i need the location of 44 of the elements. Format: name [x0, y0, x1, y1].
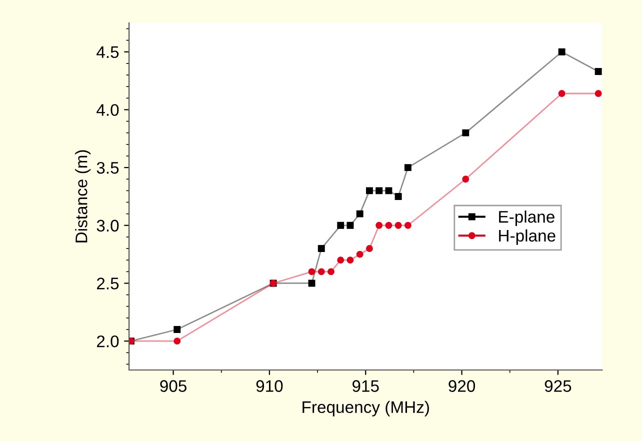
point	[558, 48, 566, 56]
point	[385, 222, 392, 229]
point	[318, 268, 325, 276]
point	[366, 187, 373, 194]
point	[385, 187, 392, 194]
x-axis-title: Frequency (MHz)	[302, 400, 429, 416]
point	[337, 222, 344, 229]
point	[404, 222, 412, 229]
point	[366, 245, 373, 252]
point	[394, 192, 402, 200]
y-tick-label: 2.0	[96, 335, 119, 348]
y-tick-label: 2.5	[96, 278, 119, 290]
point	[376, 222, 383, 229]
point	[376, 187, 383, 194]
point	[462, 129, 470, 136]
point	[174, 338, 181, 345]
x-tick-label: 905	[160, 380, 186, 392]
point	[356, 210, 364, 218]
point	[174, 326, 181, 333]
y-tick-label: 4.0	[96, 104, 119, 116]
point	[328, 268, 334, 276]
point	[394, 222, 402, 229]
y-tick-label: 3.0	[96, 220, 119, 232]
x-tick-label: 925	[544, 380, 572, 392]
legend-label: E-plane	[499, 210, 554, 226]
y-tick-label: 3.5	[96, 162, 119, 174]
point	[462, 176, 470, 183]
point	[337, 256, 344, 264]
x-tick-label: 915	[352, 380, 379, 392]
point	[318, 245, 325, 252]
point	[308, 280, 316, 287]
point	[356, 250, 364, 258]
y-axis-title: Distance (m)	[75, 150, 91, 242]
legend-label: H-plane	[499, 229, 556, 245]
x-tick-label: 910	[256, 380, 283, 392]
point	[346, 222, 354, 229]
point	[594, 68, 602, 75]
point	[404, 164, 412, 172]
point	[308, 268, 316, 276]
point	[346, 256, 354, 264]
y-tick-label: 4.5	[96, 46, 119, 58]
point	[558, 90, 566, 97]
point	[594, 90, 602, 97]
x-tick-label: 920	[448, 380, 476, 392]
